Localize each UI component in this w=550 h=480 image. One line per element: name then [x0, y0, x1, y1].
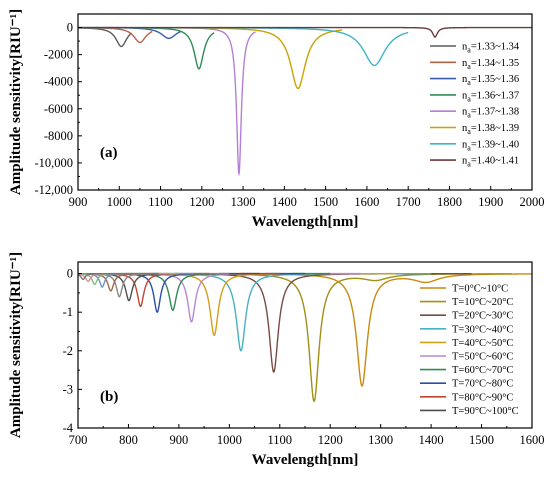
series-line-3 [78, 272, 432, 352]
legend-entry: na=1.33~1.34 [462, 42, 520, 55]
series-line-3 [78, 26, 215, 70]
y-tick-label: -4 [63, 421, 74, 435]
x-tick-label: 1800 [437, 195, 462, 209]
x-tick-label: 1000 [217, 433, 242, 447]
y-tick-label: -1 [63, 305, 73, 319]
x-tick-label: 900 [69, 195, 88, 209]
series-line-1 [78, 27, 153, 44]
legend-entry: T=0°C~10°C [452, 284, 508, 295]
legend-entry: T=50°C~60°C [452, 352, 513, 363]
y-tick-label: -2 [63, 344, 73, 358]
series-line-2 [78, 272, 472, 373]
y-tick-label: -2000 [44, 48, 73, 62]
y-tick-label: -4000 [44, 75, 73, 89]
series-line-6 [78, 26, 409, 67]
x-axis-title: Wavelength[nm] [252, 214, 359, 230]
legend-entry: na=1.38~1.39 [462, 123, 519, 136]
series-line-5 [78, 272, 361, 323]
panel-label: (b) [100, 389, 118, 405]
x-tick-label: 700 [69, 433, 88, 447]
legend-entry: na=1.35~1.36 [462, 74, 519, 87]
x-tick-label: 1400 [419, 433, 444, 447]
y-tick-label: -8000 [44, 129, 73, 143]
x-tick-label: 1300 [368, 433, 393, 447]
series-lines [78, 272, 532, 403]
x-tick-label: 1300 [231, 195, 256, 209]
legend-entry: T=10°C~20°C [452, 297, 513, 308]
x-tick-label: 1500 [469, 433, 494, 447]
legend-entry: na=1.37~1.38 [462, 107, 519, 120]
chart-panel-a: 900 1000 1100 1200 1300 1400 1500 1600 1700 1800 1… [8, 9, 545, 230]
series-line-7 [78, 26, 532, 38]
legend-entry: na=1.36~1.37 [462, 90, 519, 103]
legend: na=1.33~1.34 na=1.34~1.35 na=1.35~1.36 na=1… [430, 42, 520, 169]
legend: T=0°C~10°C T=10°C~20°C T=20°C~30°C T=30°C~4… [420, 284, 519, 417]
y-axis-title: Amplitude sensitivity[RIU⁻¹] [8, 9, 24, 195]
panel-label: (a) [100, 145, 118, 161]
legend-entry: na=1.40~1.41 [462, 156, 519, 169]
x-tick-label: 1100 [148, 195, 173, 209]
y-tick-label: -3 [63, 382, 73, 396]
series-lines [78, 26, 532, 177]
legend-entry: T=70°C~80°C [452, 379, 513, 390]
legend-entry: T=40°C~50°C [452, 338, 513, 349]
series-line-7 [78, 272, 305, 314]
legend-entry: T=30°C~40°C [452, 324, 513, 335]
y-tick-label: -10,000 [34, 156, 73, 170]
x-tick-label: 1600 [354, 195, 379, 209]
legend-entry: T=90°C~100°C [452, 406, 519, 417]
y-tick-label: 0 [67, 267, 73, 281]
x-tick-label: 1400 [272, 195, 297, 209]
y-tick-label: 0 [67, 21, 73, 35]
series-line-1 [78, 272, 512, 403]
legend-entry: T=20°C~30°C [452, 311, 513, 322]
x-tick-label: 800 [119, 433, 138, 447]
x-tick-label: 1100 [268, 433, 293, 447]
x-tick-label: 1200 [318, 433, 343, 447]
legend-entry: T=80°C~90°C [452, 392, 513, 403]
x-axis-title: Wavelength[nm] [252, 452, 359, 468]
series-line-15 [78, 272, 159, 281]
x-tick-label: 2000 [520, 195, 545, 209]
chart-panel-b: 700 800 900 1000 1100 1200 1300 1400 1500 1600 0 -1… [8, 252, 545, 468]
x-tick-label: 900 [170, 433, 189, 447]
x-tick-label: 1600 [520, 433, 545, 447]
legend-entry: na=1.39~1.40 [462, 139, 519, 152]
x-tick-label: 1700 [396, 195, 421, 209]
legend-entry: T=60°C~70°C [452, 365, 513, 376]
y-tick-label: -6000 [44, 102, 73, 116]
y-axis-title: Amplitude sensitivity[RIU⁻¹] [8, 252, 24, 438]
x-tick-label: 1500 [313, 195, 338, 209]
x-tick-label: 1000 [107, 195, 132, 209]
x-tick-label: 1200 [189, 195, 214, 209]
legend-entry: na=1.34~1.35 [462, 58, 519, 71]
x-tick-label: 1900 [478, 195, 503, 209]
y-tick-label: -12,000 [34, 183, 73, 197]
